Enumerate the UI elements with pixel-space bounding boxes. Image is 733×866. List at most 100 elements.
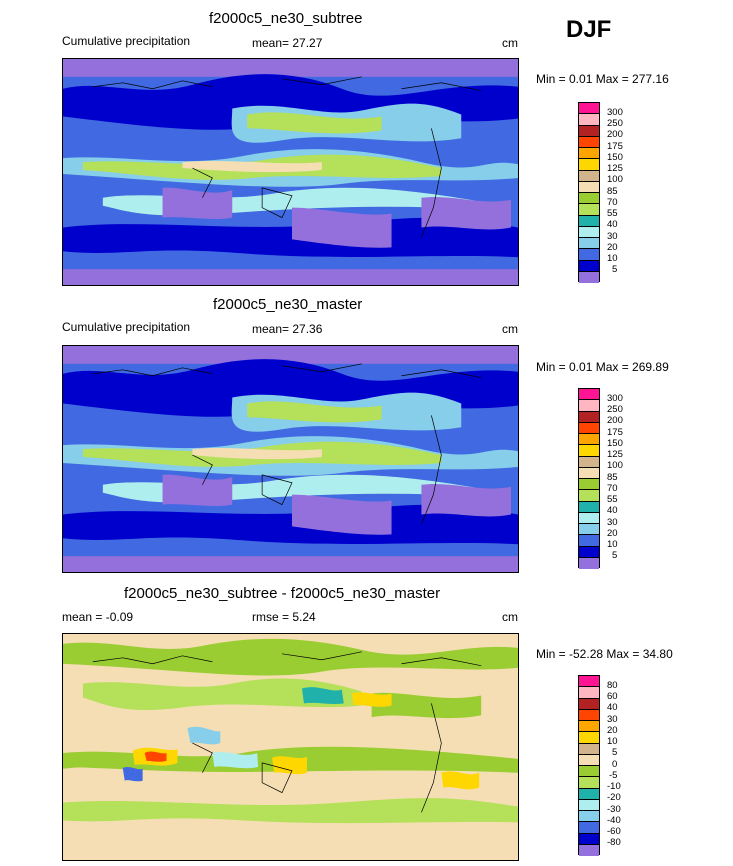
panel3-minmax: Min = -52.28 Max = 34.80	[536, 647, 673, 661]
panel1-colorbar-tick: 40	[607, 219, 618, 230]
panel2-colorbar-tick: 20	[607, 528, 618, 539]
panel1-colorbar-tick: 200	[607, 129, 623, 140]
panel3-map	[62, 633, 519, 861]
panel2-colorbar-swatch	[579, 467, 599, 479]
panel2-colorbar-tick: 70	[607, 483, 618, 494]
panel3-colorbar-swatch	[579, 811, 599, 823]
panel1-mean: mean= 27.27	[252, 36, 323, 50]
panel2-colorbar-swatch	[579, 434, 599, 446]
panel1-colorbar-tick: 10	[607, 253, 618, 264]
panel1-colorbar	[578, 102, 600, 283]
panel2-colorbar-tick: 125	[607, 449, 623, 460]
panel3-colorbar-swatch	[579, 799, 599, 811]
panel1-colorbar-swatch	[579, 159, 599, 171]
panel1-colorbar-tick: 100	[607, 174, 623, 185]
panel1-map-field	[63, 59, 518, 285]
panel3-colorbar-swatch	[579, 777, 599, 789]
panel1-colorbar-swatch	[579, 204, 599, 216]
panel3-colorbar-tick: -5	[609, 770, 618, 781]
panel2-colorbar-swatch	[579, 445, 599, 457]
panel1-colorbar-tick: 5	[612, 264, 618, 275]
panel1-map	[62, 58, 519, 286]
panel1-colorbar-swatch	[579, 136, 599, 148]
panel3-colorbar-tick: 0	[612, 759, 618, 770]
panel1-colorbar-swatch	[579, 114, 599, 126]
panel1-minmax: Min = 0.01 Max = 277.16	[536, 72, 669, 86]
panel2-colorbar-swatch	[579, 389, 599, 401]
panel2-colorbar-tick: 150	[607, 438, 623, 449]
panel1-colorbar-swatch	[579, 148, 599, 160]
panel3-colorbar-swatch	[579, 766, 599, 778]
panel3-rmse: rmse = 5.24	[252, 610, 316, 624]
panel1-colorbar-swatch	[579, 238, 599, 250]
panel1-colorbar-swatch	[579, 260, 599, 272]
panel1-colorbar-swatch	[579, 170, 599, 182]
panel3-colorbar-swatch	[579, 676, 599, 688]
panel3-colorbar-swatch	[579, 833, 599, 845]
panel2-colorbar-swatch	[579, 479, 599, 491]
panel3-mean: mean = -0.09	[62, 610, 134, 624]
panel2-colorbar-swatch	[579, 490, 599, 502]
panel2-colorbar-swatch	[579, 456, 599, 468]
panel1-colorbar-tick: 85	[607, 186, 618, 197]
panel2-colorbar	[578, 388, 600, 569]
panel3-colorbar-swatch	[579, 687, 599, 699]
panel2-colorbar-tick: 85	[607, 472, 618, 483]
panel2-units: cm	[502, 322, 518, 336]
panel3-colorbar-swatch	[579, 721, 599, 733]
panel1-colorbar-swatch	[579, 226, 599, 238]
panel3-colorbar-tick: -80	[607, 837, 621, 848]
panel2-colorbar-tick: 55	[607, 494, 618, 505]
panel3-colorbar-tick: -20	[607, 792, 621, 803]
panel2-minmax: Min = 0.01 Max = 269.89	[536, 360, 669, 374]
panel1-colorbar-tick: 30	[607, 231, 618, 242]
panel3-colorbar-swatch	[579, 754, 599, 766]
season-label: DJF	[566, 16, 612, 43]
panel1-colorbar-tick: 250	[607, 118, 623, 129]
panel2-colorbar-tick: 40	[607, 505, 618, 516]
panel2-colorbar-tick: 175	[607, 427, 623, 438]
panel2-colorbar-tick: 300	[607, 393, 623, 404]
panel1-colorbar-tick: 125	[607, 163, 623, 174]
panel2-map	[62, 345, 519, 573]
panel2-colorbar-tick: 5	[612, 550, 618, 561]
panel3-colorbar-tick: -40	[607, 815, 621, 826]
panel3-colorbar-swatch	[579, 732, 599, 744]
panel3-colorbar-tick: 10	[607, 736, 618, 747]
panel2-colorbar-swatch	[579, 524, 599, 536]
panel3-colorbar-tick: -10	[607, 781, 621, 792]
panel3-title: f2000c5_ne30_subtree - f2000c5_ne30_mast…	[124, 585, 441, 602]
panel2-colorbar-swatch	[579, 501, 599, 513]
panel1-colorbar-tick: 175	[607, 141, 623, 152]
panel3-colorbar	[578, 675, 600, 856]
panel2-colorbar-swatch	[579, 546, 599, 558]
panel2-colorbar-tick: 10	[607, 539, 618, 550]
panel2-colorbar-tick: 30	[607, 517, 618, 528]
panel1-colorbar-tick: 55	[607, 208, 618, 219]
panel1-colorbar-tick: 20	[607, 242, 618, 253]
panel1-colorbar-swatch	[579, 125, 599, 137]
panel2-colorbar-tick: 200	[607, 415, 623, 426]
panel2-colorbar-tick: 100	[607, 460, 623, 471]
panel3-colorbar-tick: 5	[612, 747, 618, 758]
panel3-colorbar-tick: 80	[607, 680, 618, 691]
panel3-colorbar-swatch	[579, 698, 599, 710]
panel2-title: f2000c5_ne30_master	[213, 296, 363, 313]
panel3-colorbar-tick: -60	[607, 826, 621, 837]
panel2-colorbar-swatch	[579, 422, 599, 434]
panel3-colorbar-tick: -30	[607, 804, 621, 815]
panel1-units: cm	[502, 36, 518, 50]
panel3-colorbar-swatch	[579, 844, 599, 856]
panel2-colorbar-swatch	[579, 535, 599, 547]
panel1-colorbar-tick: 70	[607, 197, 618, 208]
panel3-colorbar-swatch	[579, 709, 599, 721]
panel2-colorbar-swatch	[579, 557, 599, 569]
panel2-map-field	[63, 346, 518, 572]
panel2-colorbar-swatch	[579, 400, 599, 412]
panel1-colorbar-tick: 150	[607, 152, 623, 163]
panel3-units: cm	[502, 610, 518, 624]
panel1-colorbar-tick: 300	[607, 107, 623, 118]
panel3-colorbar-swatch	[579, 788, 599, 800]
panel1-title: f2000c5_ne30_subtree	[209, 10, 363, 27]
panel1-colorbar-swatch	[579, 215, 599, 227]
